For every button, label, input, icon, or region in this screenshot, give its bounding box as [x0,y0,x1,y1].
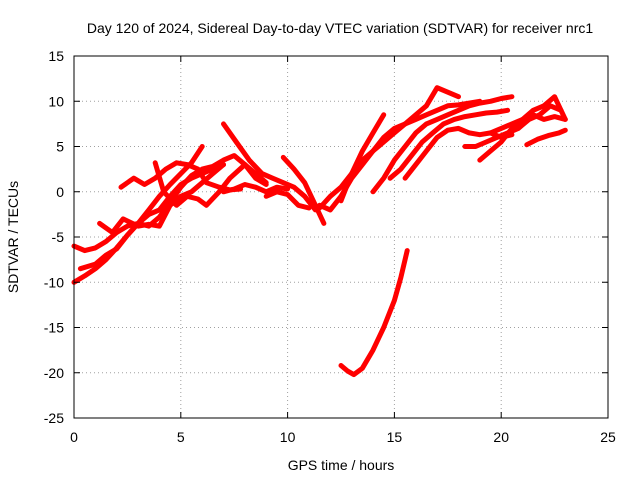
y-tick-label: -5 [52,229,65,245]
series-line-s10 [280,154,327,226]
y-tick-label: 15 [48,48,64,64]
chart-title: Day 120 of 2024, Sidereal Day-to-day VTE… [87,20,593,36]
y-tick-label: -10 [44,274,64,290]
series-line-s15 [387,107,511,181]
x-tick-label: 20 [493,429,509,445]
x-tick-label: 15 [387,429,403,445]
tick-layer: 0 5 10 15 20 25 -25 -20 -15 -10 -5 0 5 10 15 [44,48,616,445]
x-tick-label: 5 [177,429,185,445]
y-axis-label: SDTVAR / TECUs [5,181,21,293]
series-line-s21 [338,248,410,378]
series-line-s14 [370,94,515,195]
series-line-s13 [338,112,387,204]
series-layer [71,85,568,378]
series-line-s9 [263,189,312,211]
y-tick-label: -15 [44,320,64,336]
series-line-s12 [317,85,461,211]
y-tick-label: -25 [44,410,64,426]
series-line-s19 [488,112,568,136]
x-tick-label: 0 [70,429,78,445]
y-tick-label: 10 [48,93,64,109]
y-tick-label: 0 [56,184,64,200]
x-tick-label: 10 [280,429,296,445]
series-line-s6 [152,160,269,208]
x-axis-label: GPS time / hours [288,457,395,473]
series-line-s16 [402,125,515,181]
x-tick-label: 25 [600,429,616,445]
series-line-s20 [524,127,568,148]
y-tick-label: 5 [56,139,64,155]
y-tick-label: -20 [44,365,64,381]
series-line-s7 [221,121,318,213]
series-line-s8 [221,182,291,195]
